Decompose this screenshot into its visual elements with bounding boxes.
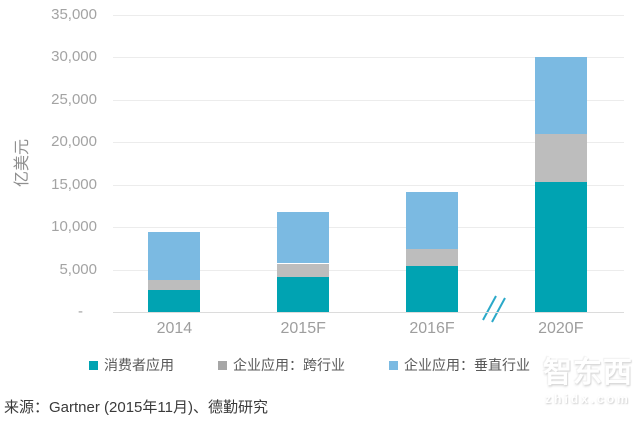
gridline bbox=[113, 142, 624, 144]
plot-area: 亿美元 35,000 30,000 25,000 20,000 15,000 10,000… bbox=[14, 6, 624, 337]
legend-item-enterprise-vertical: 企业应用：垂直行业 bbox=[389, 355, 530, 375]
legend-label: 企业应用：垂直行业 bbox=[404, 357, 530, 373]
y-axis-tick-label: 15,000 bbox=[51, 175, 97, 193]
zhidx-url: zhidx.com bbox=[545, 392, 631, 406]
x-axis-tick-label: 2014 bbox=[156, 320, 193, 337]
gridline bbox=[113, 269, 624, 271]
legend-item-enterprise-cross: 企业应用：跨行业 bbox=[218, 355, 345, 375]
y-axis-tick-label: 25,000 bbox=[51, 90, 97, 108]
x-axis-tick-label: 2015F bbox=[280, 320, 326, 337]
bar-segment bbox=[277, 263, 330, 277]
bar-segment bbox=[277, 211, 330, 264]
legend-label: 消费者应用 bbox=[104, 357, 174, 373]
bar-segment bbox=[534, 56, 587, 134]
bar-segment bbox=[406, 265, 458, 312]
y-axis-tick-label: 10,000 bbox=[51, 218, 97, 236]
y-axis-tick-label: 20,000 bbox=[51, 133, 97, 151]
bar-segment bbox=[148, 290, 201, 312]
gridline bbox=[113, 312, 624, 313]
gridline bbox=[113, 184, 624, 186]
legend: 消费者应用 企业应用：跨行业 企业应用：垂直行业 bbox=[89, 355, 530, 375]
gridline bbox=[113, 227, 624, 229]
bar-segment bbox=[406, 192, 458, 249]
bar-segment bbox=[534, 133, 587, 182]
legend-swatch-enterprise-vertical bbox=[389, 360, 398, 370]
gridline bbox=[113, 15, 624, 16]
source-note: 来源：Gartner (2015年11月)、德勤研究 bbox=[4, 399, 268, 416]
axis-break-icon bbox=[482, 295, 506, 323]
legend-label: 企业应用：跨行业 bbox=[233, 357, 345, 373]
gridline bbox=[113, 99, 624, 101]
legend-item-consumer: 消费者应用 bbox=[89, 355, 174, 375]
bar-segment bbox=[148, 280, 201, 291]
x-axis-tick-label: 2020F bbox=[538, 320, 584, 337]
zhidx-watermark: 智东西 zhidx.com bbox=[537, 356, 639, 406]
zhidx-logo: 智东西 bbox=[542, 357, 633, 389]
y-axis-tick-label: - bbox=[78, 303, 83, 320]
y-axis-tick-label: 35,000 bbox=[51, 6, 97, 23]
x-axis-tick-label: 2016F bbox=[409, 320, 455, 337]
y-axis-tick-label: 30,000 bbox=[51, 48, 97, 66]
gridline bbox=[113, 57, 624, 59]
bar-segment bbox=[148, 232, 201, 281]
legend-swatch-enterprise-cross bbox=[218, 360, 227, 370]
bar-segment bbox=[277, 276, 330, 312]
y-axis-tick-label: 5,000 bbox=[59, 260, 97, 278]
bar-segment bbox=[534, 181, 587, 312]
legend-swatch-consumer bbox=[89, 360, 98, 370]
bar-segment bbox=[406, 248, 458, 266]
